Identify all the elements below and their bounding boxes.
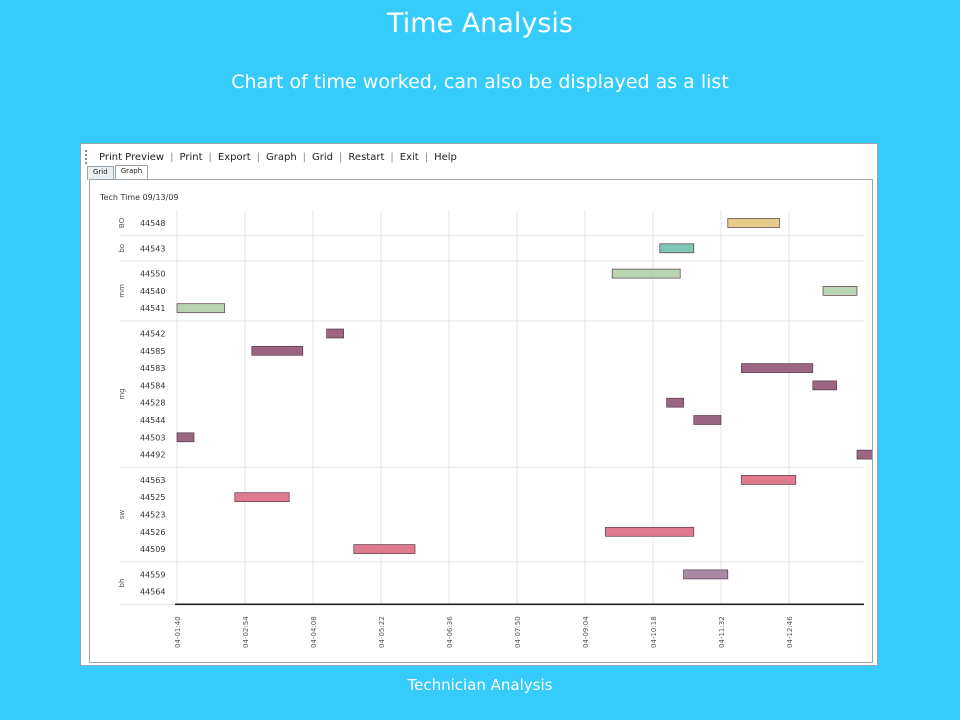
row-label: 44540 bbox=[140, 287, 165, 296]
row-label: 44542 bbox=[140, 330, 165, 339]
gantt-chart: Tech Time 09/13/09 04-01:40 04-02:54 04-04:… bbox=[99, 193, 872, 648]
task-bar bbox=[822, 286, 858, 296]
task-bar bbox=[856, 449, 872, 460]
row-label: 44544 bbox=[140, 416, 165, 425]
menu-separator: | bbox=[339, 151, 343, 163]
menu-separator: | bbox=[390, 151, 394, 163]
app-window: Print Preview | Print | Export | Graph |… bbox=[80, 143, 878, 666]
chart-title: Tech Time 09/13/09 bbox=[99, 193, 179, 202]
row-label: 44585 bbox=[140, 347, 165, 356]
task-bar bbox=[605, 526, 695, 537]
task-bar bbox=[812, 380, 837, 391]
view-tabs: Grid Graph bbox=[87, 165, 149, 180]
row-label: 44548 bbox=[140, 219, 165, 228]
menu-graph[interactable]: Graph bbox=[265, 151, 297, 163]
row-label: 44503 bbox=[140, 433, 165, 442]
x-tick-label: 04-11:32 bbox=[718, 616, 726, 648]
row-label: 44525 bbox=[140, 493, 165, 502]
group-label: BO bbox=[118, 217, 126, 228]
toolbar: Print Preview | Print | Export | Graph |… bbox=[85, 147, 463, 167]
x-tick-label: 04-05:22 bbox=[378, 616, 386, 648]
menu-separator: | bbox=[302, 151, 307, 163]
row-label: 44526 bbox=[140, 528, 165, 537]
menu-grid[interactable]: Grid bbox=[312, 151, 334, 163]
x-tick-label: 04-10:18 bbox=[650, 616, 658, 648]
group-label: bh bbox=[118, 579, 126, 588]
group-label: bo bbox=[118, 244, 126, 253]
group-label: mm bbox=[118, 284, 126, 298]
task-bar bbox=[234, 492, 290, 503]
row-label: 44492 bbox=[140, 451, 165, 460]
task-bar bbox=[693, 415, 722, 425]
task-bar bbox=[176, 432, 195, 443]
row-label: 44583 bbox=[140, 364, 165, 373]
task-bar bbox=[727, 218, 780, 228]
row-label: 44584 bbox=[140, 381, 165, 390]
x-tick-label: 04-12:46 bbox=[786, 616, 794, 648]
menu-separator: | bbox=[208, 151, 212, 163]
toolbar-grip-icon[interactable] bbox=[85, 150, 87, 164]
group-label: sw bbox=[118, 510, 126, 520]
task-bar bbox=[326, 328, 344, 339]
row-label: 44563 bbox=[140, 476, 165, 485]
row-label: 44559 bbox=[140, 570, 165, 579]
menu-export[interactable]: Export bbox=[217, 151, 251, 163]
slide-subtitle: Chart of time worked, can also be displa… bbox=[231, 71, 729, 93]
menu-exit[interactable]: Exit bbox=[399, 151, 419, 163]
menu-separator: | bbox=[256, 151, 260, 163]
x-tick-label: 04-07:50 bbox=[514, 616, 522, 648]
row-label: 44528 bbox=[140, 399, 165, 408]
row-label: 44523 bbox=[140, 511, 165, 520]
graph-panel: Tech Time 09/13/09 04-01:40 04-02:54 04-04:… bbox=[89, 179, 873, 663]
menu-restart[interactable]: Restart bbox=[348, 151, 385, 163]
x-tick-label: 04-01:40 bbox=[174, 616, 182, 648]
menu-print-preview[interactable]: Print Preview bbox=[99, 151, 165, 163]
row-label: 44564 bbox=[140, 588, 165, 597]
task-bar bbox=[251, 345, 304, 356]
group-label: mg bbox=[118, 388, 126, 399]
task-bar bbox=[741, 363, 814, 373]
x-tick-label: 04-02:54 bbox=[242, 616, 250, 648]
slide-footer: Technician Analysis bbox=[407, 676, 553, 694]
menu-separator: | bbox=[424, 151, 429, 163]
task-bar bbox=[666, 397, 684, 408]
x-tick-label: 04-09:04 bbox=[582, 616, 590, 648]
row-label: 44543 bbox=[140, 244, 165, 253]
task-bar bbox=[353, 544, 416, 554]
row-label: 44509 bbox=[140, 545, 165, 554]
x-tick-label: 04-06:36 bbox=[446, 616, 454, 648]
menu-help[interactable]: Help bbox=[434, 151, 457, 163]
menu-print[interactable]: Print bbox=[179, 151, 203, 163]
row-label: 44541 bbox=[140, 304, 165, 313]
task-bar bbox=[176, 303, 225, 314]
task-bar bbox=[741, 475, 797, 485]
tab-graph[interactable]: Graph bbox=[114, 165, 149, 180]
x-tick-label: 04-04:08 bbox=[310, 616, 318, 648]
task-bar bbox=[611, 268, 681, 279]
slide-title: Time Analysis bbox=[387, 8, 573, 39]
tab-grid[interactable]: Grid bbox=[87, 166, 114, 180]
row-label: 44550 bbox=[140, 270, 165, 279]
task-bar bbox=[659, 243, 695, 254]
task-bar bbox=[683, 569, 729, 580]
menu-separator: | bbox=[170, 151, 174, 163]
